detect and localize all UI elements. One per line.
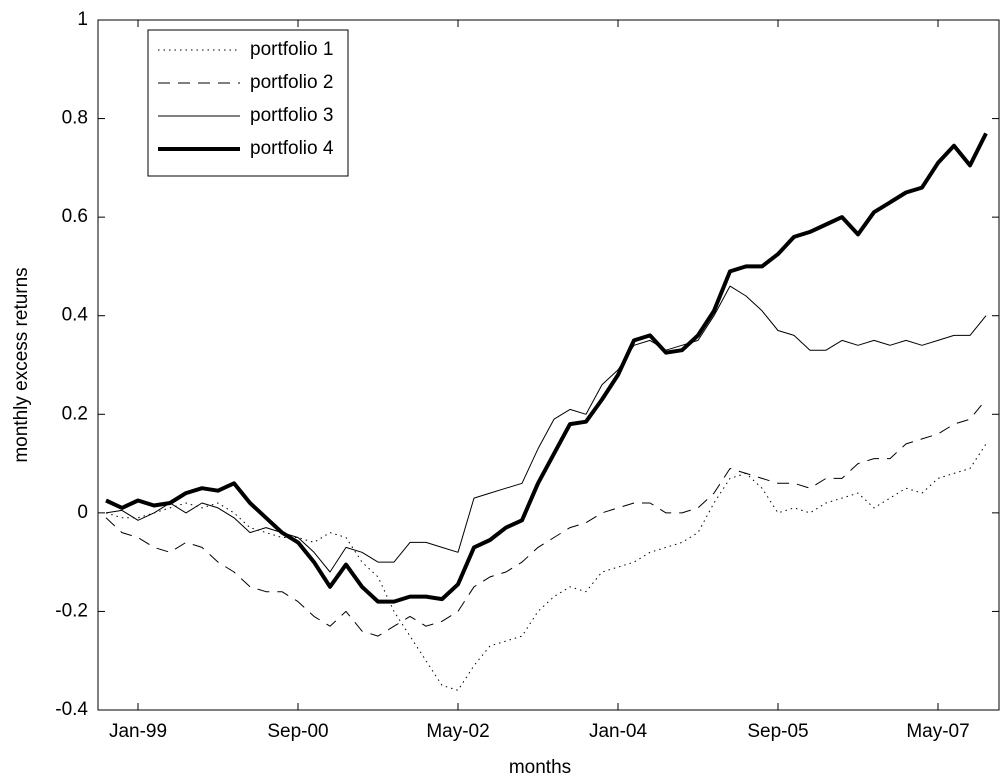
y-tick-label: -0.2 [55, 600, 88, 621]
line-series [105, 132, 988, 604]
line-series [105, 399, 987, 637]
y-tick-label: -0.4 [55, 699, 88, 720]
line-series [105, 443, 987, 691]
y-tick-label: 1 [77, 9, 88, 30]
plot-frame [97, 19, 1000, 711]
legend-label: portfolio 4 [250, 138, 334, 159]
legend-box [147, 29, 349, 177]
y-tick-label: 0.8 [62, 108, 88, 129]
y-tick-label: 0.4 [62, 305, 89, 326]
y-axis-label: monthly excess returns [11, 267, 32, 462]
line-series [105, 285, 987, 573]
x-tick-label: Jan-04 [589, 721, 648, 742]
x-tick-label: Sep-05 [747, 721, 808, 742]
y-tick-label: 0 [77, 502, 88, 523]
x-tick-label: May-07 [906, 721, 969, 742]
x-tick-label: Jan-99 [109, 721, 167, 742]
legend-label: portfolio 1 [250, 39, 333, 60]
legend-label: portfolio 3 [250, 105, 333, 126]
legend-label: portfolio 2 [250, 72, 333, 93]
x-tick-label: May-02 [426, 721, 489, 742]
y-tick-label: 0.6 [62, 206, 88, 227]
x-axis-label: months [509, 757, 571, 778]
y-tick-label: 0.2 [62, 403, 88, 424]
x-tick-label: Sep-00 [267, 721, 328, 742]
